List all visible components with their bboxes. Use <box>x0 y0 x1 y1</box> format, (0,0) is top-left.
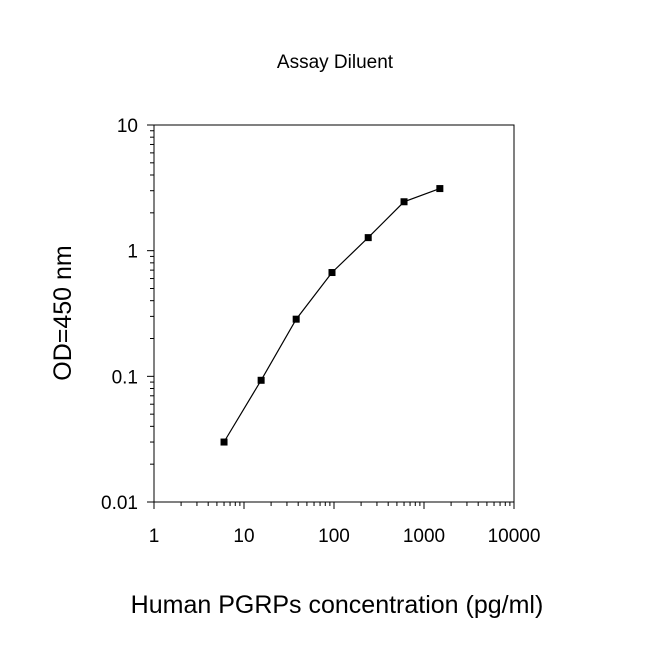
data-point <box>436 185 444 193</box>
data-point <box>292 315 300 323</box>
x-tick-label: 1 <box>149 526 160 547</box>
x-tick-label: 1000 <box>403 526 445 547</box>
data-series <box>220 185 444 446</box>
series-line <box>223 188 441 443</box>
y-tick-label: 10 <box>117 116 138 137</box>
y-tick-label: 0.01 <box>101 493 138 514</box>
data-point <box>328 269 336 277</box>
y-tick-label: 1 <box>127 242 138 263</box>
chart-title: Assay Diluent <box>277 52 394 73</box>
x-tick-label: 100 <box>318 526 350 547</box>
y-axis-label: OD=450 nm <box>49 245 77 381</box>
data-point <box>400 198 408 206</box>
y-tick-label: 0.1 <box>112 367 138 388</box>
y-axis-ticks: 0.01 0.1 1 10 <box>101 116 154 514</box>
data-point <box>257 376 265 384</box>
plot-frame <box>153 124 515 503</box>
x-axis-label: Human PGRPs concentration (pg/ml) <box>131 591 544 619</box>
x-tick-label: 10 <box>233 526 254 547</box>
data-point <box>364 234 372 242</box>
x-axis-ticks: 1 10 100 1000 10000 <box>149 502 541 547</box>
data-point <box>220 438 228 446</box>
x-tick-label: 10000 <box>488 526 541 547</box>
